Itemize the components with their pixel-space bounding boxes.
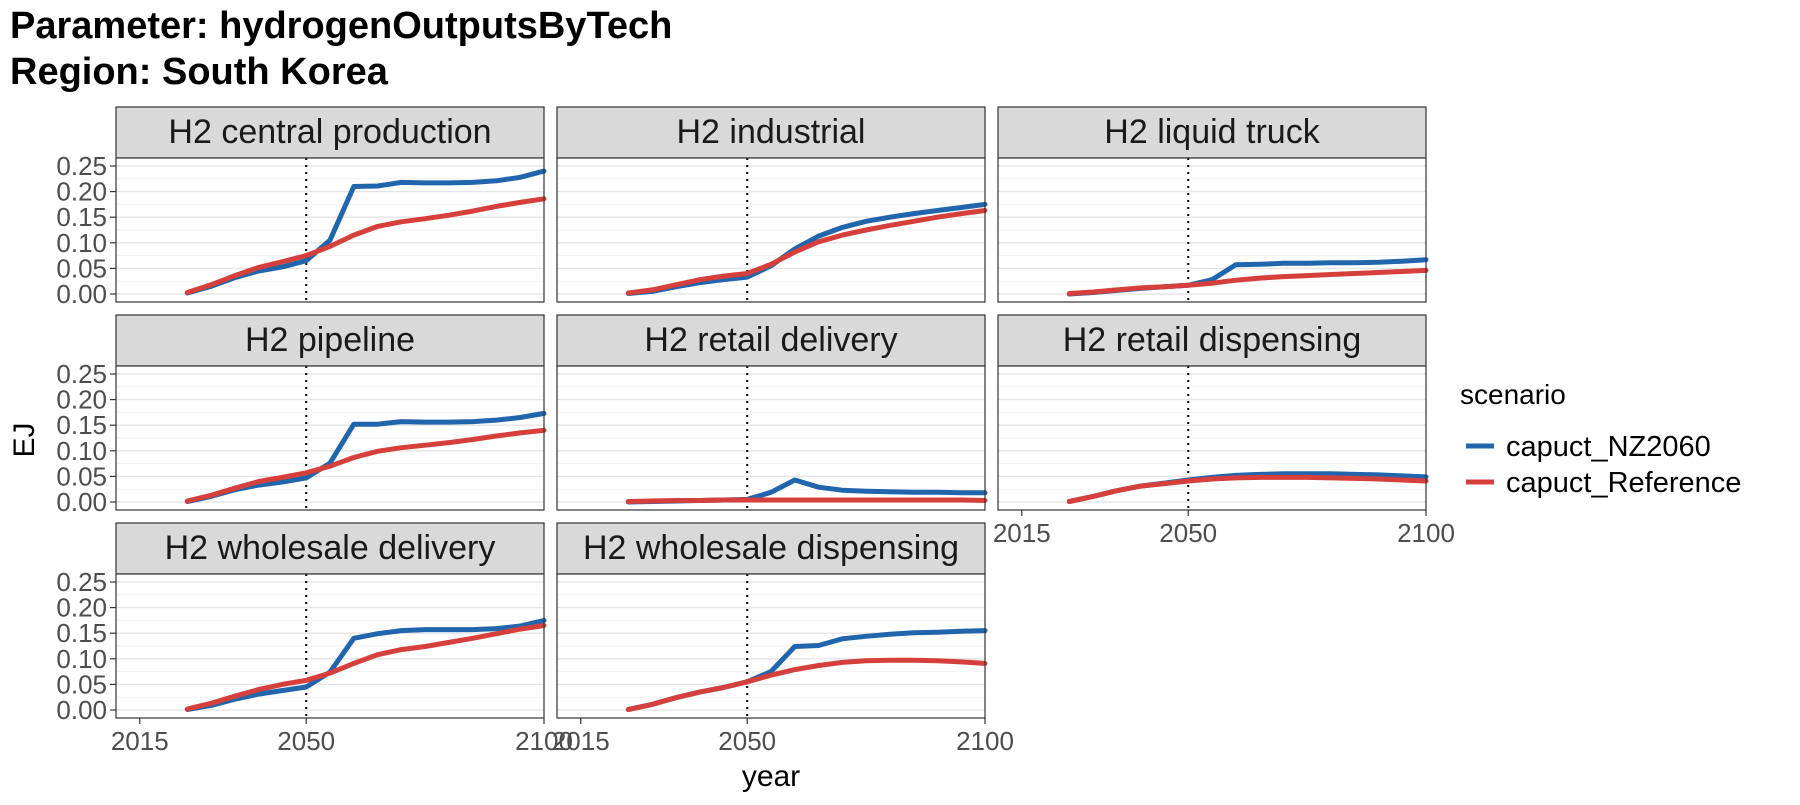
y-tick-label: 0.25 [56,151,107,181]
series-line-capuct-reference [1066,267,1429,296]
series-line-capuct-reference [184,623,547,712]
panel-border [115,573,545,719]
facet-strip-label: H2 wholesale delivery [165,529,496,567]
facet-strip-label: H2 retail dispensing [1063,321,1362,359]
chart-title-line-2: Region: South Korea [10,51,389,93]
y-tick-label: 0.00 [56,279,107,309]
panel-border [997,365,1427,511]
facet-strip-label: H2 central production [168,113,491,151]
y-tick-label: 0.00 [56,487,107,517]
y-tick-label: 0.10 [56,436,107,466]
facet-strip-label: H2 pipeline [245,321,415,359]
panel-border [556,365,986,511]
facet-strip-label: H2 wholesale dispensing [583,529,959,567]
facet-strip [556,106,986,159]
y-axis-label: EJ [8,422,41,457]
legend-label-capuct-reference: capuct_Reference [1506,467,1741,499]
facet-strip [997,314,1427,367]
y-tick-label: 0.10 [56,228,107,258]
series-line-capuct-reference [184,196,547,295]
y-tick-label: 0.05 [56,253,107,283]
facet-strip [997,106,1427,159]
facet-h2-liquid-truck: H2 liquid truck [997,106,1429,303]
y-tick-label: 0.20 [56,593,107,623]
facet-h2-wholesale-delivery: H2 wholesale delivery0.000.050.100.150.2… [56,522,573,756]
y-tick-label: 0.25 [56,567,107,597]
panel-border [115,157,545,303]
x-tick-label: 2015 [111,726,169,756]
facet-h2-retail-delivery: H2 retail delivery [556,314,988,511]
x-tick-label: 2100 [956,726,1014,756]
facet-strip [115,314,545,367]
panel-border [997,157,1427,303]
facet-h2-retail-dispensing: H2 retail dispensing 2015 2050 2100 [993,314,1455,548]
series-line-capuct-reference [184,427,547,504]
y-tick-label: 0.10 [56,644,107,674]
x-tick-label: 2015 [993,518,1051,548]
x-tick-label: 2015 [552,726,610,756]
y-tick-label: 0.15 [56,410,107,440]
x-tick-label: 2050 [718,726,776,756]
x-tick-label: 2050 [1159,518,1217,548]
series-line-capuct-reference [1066,474,1429,504]
y-tick-label: 0.15 [56,618,107,648]
facet-strip [556,314,986,367]
x-tick-label: 2100 [1397,518,1455,548]
series-line-capuct-nz2060 [184,617,547,712]
y-tick-label: 0.25 [56,359,107,389]
facet-strip-label: H2 retail delivery [644,321,897,359]
facet-strip-label: H2 liquid truck [1104,113,1320,151]
x-tick-label: 2100 [515,726,573,756]
series-line-capuct-reference [625,657,988,712]
panel-border [556,573,986,719]
panel-border [115,365,545,511]
facet-h2-wholesale-dispensing: H2 wholesale dispensing 2015 2050 2100 [552,522,1014,756]
legend-title: scenario [1460,379,1566,410]
series-line-capuct-reference [625,497,988,504]
y-tick-label: 0.00 [56,695,107,725]
legend-label-capuct-nz2060: capuct_NZ2060 [1506,431,1711,463]
facet-h2-pipeline: H2 pipeline 0.000.050.100.150.200.25 [56,314,547,517]
facet-panels: H2 central production0.000.050.100.150.2… [56,106,1455,756]
facet-strip-label: H2 industrial [677,113,866,151]
facet-h2-industrial: H2 industrial [556,106,988,303]
y-tick-label: 0.20 [56,385,107,415]
facet-strip [115,106,545,159]
facet-h2-central-production: H2 central production0.000.050.100.150.2… [56,106,547,309]
y-tick-label: 0.15 [56,202,107,232]
series-line-capuct-nz2060 [184,168,547,296]
panel-border [556,157,986,303]
legend: scenario capuct_NZ2060 capuct_Reference [1460,379,1741,499]
chart-title-line-1: Parameter: hydrogenOutputsByTech [10,5,672,47]
x-tick-label: 2050 [277,726,335,756]
x-axis-label: year [742,760,800,793]
y-tick-label: 0.05 [56,669,107,699]
y-tick-label: 0.20 [56,177,107,207]
facet-strip [115,522,545,575]
series-line-capuct-reference [625,208,988,296]
y-tick-label: 0.05 [56,461,107,491]
